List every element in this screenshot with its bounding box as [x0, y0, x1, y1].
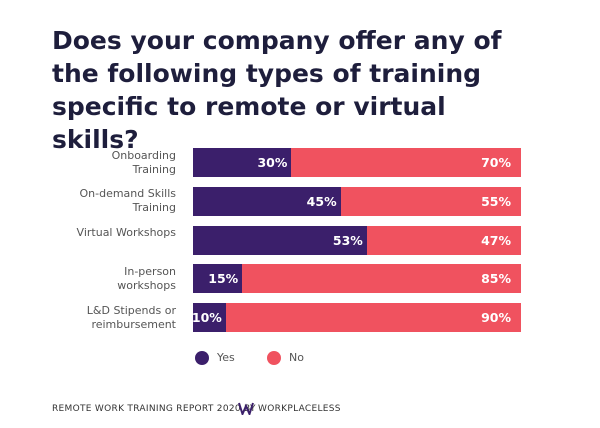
- value-label: 30%: [257, 155, 288, 170]
- value-label: 85%: [481, 271, 511, 287]
- legend-swatch: [195, 351, 209, 365]
- brand: WORKPLACELESS: [258, 404, 341, 414]
- value-label: 45%: [306, 193, 337, 209]
- value-label: 15%: [208, 271, 239, 287]
- chart-title: Does your company offer any of the follo…: [52, 26, 502, 154]
- bar-segment: [366, 225, 521, 255]
- bar-segment: [193, 148, 292, 177]
- y-tick-label: L&D Stipends or reimbursement: [86, 303, 176, 331]
- value-label: 47%: [481, 232, 511, 248]
- legend-label: No: [289, 351, 304, 364]
- legend-label: Yes: [217, 351, 235, 364]
- bar-segment: [242, 264, 521, 294]
- bar-segment: [291, 148, 521, 177]
- y-tick-label: Virtual Workshops: [76, 226, 176, 240]
- footer: REMOTE WORK TRAINING REPORT 2020 BY: [52, 404, 256, 414]
- value-label: 70%: [481, 155, 511, 170]
- bar-segment: [193, 225, 367, 255]
- bar-segment: [193, 186, 341, 216]
- y-tick-label: On-demand Skills Training: [79, 187, 176, 215]
- bar-segment: [340, 186, 521, 216]
- value-label: 53%: [332, 232, 363, 248]
- value-label: 55%: [481, 193, 511, 209]
- bar-segment: [193, 264, 243, 294]
- bar-segment: [193, 303, 226, 333]
- legend-swatch: [267, 351, 281, 365]
- brand-logo: [238, 402, 254, 415]
- value-label: 90%: [481, 310, 511, 326]
- y-tick-label: Onboarding Training: [111, 148, 176, 176]
- y-tick-label: In-person workshops: [117, 264, 176, 292]
- bar-segment: [225, 303, 521, 333]
- value-label: 10%: [191, 310, 222, 326]
